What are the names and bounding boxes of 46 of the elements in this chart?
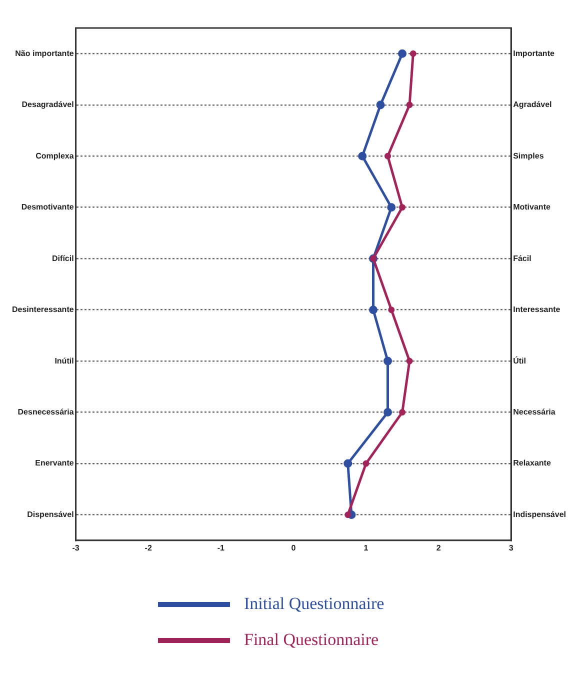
x-tick-label: 2	[436, 543, 442, 552]
y2-tick-label: Relaxante	[513, 458, 552, 468]
point	[358, 152, 367, 160]
y-tick-label: Desnecessária	[18, 408, 74, 417]
point	[384, 408, 392, 417]
point	[376, 100, 385, 110]
y-tick-label: Dispensável	[27, 510, 74, 519]
x-tick-label: 1	[364, 543, 369, 552]
point	[384, 356, 392, 366]
y2-tick-label: Necessária	[513, 408, 556, 417]
y2-tick-label: Simples	[513, 151, 544, 160]
y-tick-label: Complexa	[36, 151, 74, 160]
y-tick-label: Desinteressante	[12, 305, 74, 314]
y2-tick-label: Útil	[513, 355, 526, 366]
point	[369, 306, 378, 314]
legend-label: Final Questionnaire	[244, 630, 379, 650]
y2-tick-label: Interessante	[513, 305, 561, 314]
point	[344, 459, 352, 468]
point	[344, 512, 352, 518]
y2-tick-label: Importante	[513, 48, 555, 58]
point	[384, 152, 392, 160]
point	[406, 102, 413, 108]
x-tick-label: -2	[144, 543, 152, 552]
x-tick-label: 0	[291, 543, 296, 552]
point	[399, 204, 406, 211]
y-tick-label: Difícil	[52, 254, 74, 263]
y-tick-label: Desagradável	[22, 100, 74, 110]
y2-tick-label: Indispensável	[513, 510, 566, 519]
point	[388, 306, 395, 314]
y2-tick-label: Agradável	[513, 100, 552, 110]
x-tick-label: -1	[217, 543, 226, 552]
point	[406, 358, 413, 364]
x-tick-label: -3	[72, 543, 80, 552]
x-tick-label: 3	[508, 543, 514, 552]
y-tick-label: Desmotivante	[21, 202, 74, 212]
point	[387, 203, 396, 212]
point	[410, 50, 416, 57]
y-tick-label: Enervante	[35, 458, 74, 468]
point	[362, 460, 370, 467]
point	[399, 409, 406, 416]
y2-tick-label: Fácil	[513, 254, 532, 263]
y-tick-label: Não importante	[15, 48, 74, 58]
legend-label: Initial Questionnaire	[244, 594, 384, 614]
y-tick-label: Inútil	[54, 356, 74, 366]
point	[398, 49, 407, 58]
y2-tick-label: Motivante	[513, 202, 551, 212]
